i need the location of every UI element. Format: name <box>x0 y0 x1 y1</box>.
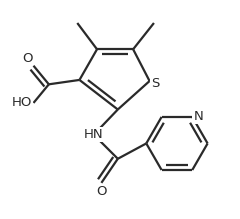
Text: O: O <box>96 185 107 198</box>
Text: HN: HN <box>84 128 103 141</box>
Text: N: N <box>193 110 203 123</box>
Text: O: O <box>22 52 32 65</box>
Text: HO: HO <box>12 96 32 110</box>
Text: S: S <box>151 77 159 90</box>
